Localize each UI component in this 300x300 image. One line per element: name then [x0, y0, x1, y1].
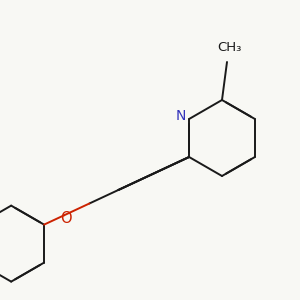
Text: N: N [176, 109, 186, 123]
Text: O: O [60, 211, 72, 226]
Text: CH₃: CH₃ [217, 41, 241, 54]
